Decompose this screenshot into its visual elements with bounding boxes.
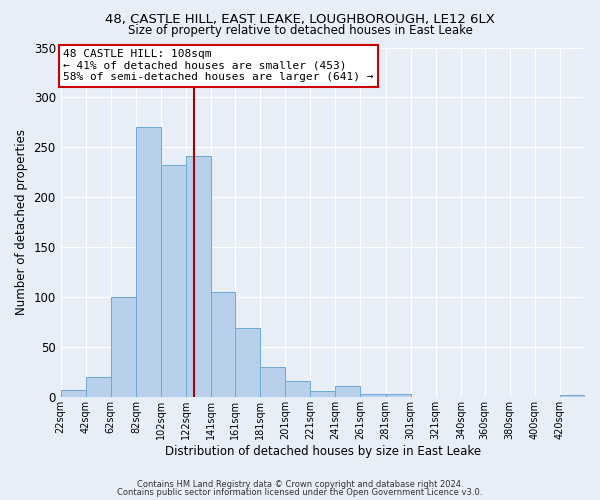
Text: 48, CASTLE HILL, EAST LEAKE, LOUGHBOROUGH, LE12 6LX: 48, CASTLE HILL, EAST LEAKE, LOUGHBOROUG… [105,12,495,26]
Text: Size of property relative to detached houses in East Leake: Size of property relative to detached ho… [128,24,472,37]
Text: Contains HM Land Registry data © Crown copyright and database right 2024.: Contains HM Land Registry data © Crown c… [137,480,463,489]
Bar [161,166,186,397]
Bar [61,390,86,397]
Text: 48 CASTLE HILL: 108sqm
← 41% of detached houses are smaller (453)
58% of semi-de: 48 CASTLE HILL: 108sqm ← 41% of detached… [63,49,374,82]
Bar [310,391,335,397]
Bar [86,377,111,397]
Bar [211,292,235,397]
Bar [386,394,410,397]
Bar [235,328,260,397]
Bar [186,156,211,397]
Bar [361,394,386,397]
Bar [260,367,285,397]
Bar [136,128,161,397]
X-axis label: Distribution of detached houses by size in East Leake: Distribution of detached houses by size … [165,444,481,458]
Text: Contains public sector information licensed under the Open Government Licence v3: Contains public sector information licen… [118,488,482,497]
Bar [285,381,310,397]
Y-axis label: Number of detached properties: Number of detached properties [15,129,28,315]
Bar [560,395,585,397]
Bar [111,297,136,397]
Bar [335,386,361,397]
